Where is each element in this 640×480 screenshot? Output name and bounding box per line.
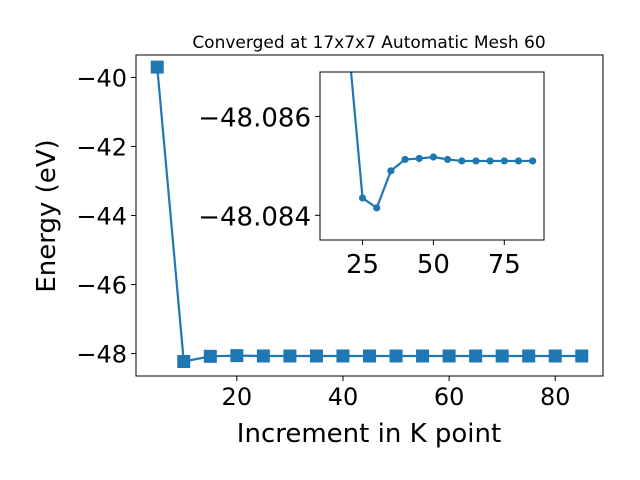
data-point-marker bbox=[575, 349, 589, 363]
y-axis-label: Energy (eV) bbox=[32, 139, 62, 292]
inset-x-tick-label: 25 bbox=[346, 250, 379, 280]
inset-data-point-marker bbox=[472, 157, 480, 165]
data-point-marker bbox=[336, 349, 350, 363]
inset-data-point-marker bbox=[358, 194, 367, 202]
inset-data-point-marker bbox=[429, 153, 438, 161]
chart-title: Converged at 17x7x7 Automatic Mesh 60 bbox=[192, 33, 545, 53]
inset-data-point-marker bbox=[415, 154, 423, 163]
inset-axis-ticks: 25 50 75 −48.086 −48.084 bbox=[198, 103, 521, 280]
inset-data-point-marker bbox=[401, 155, 409, 164]
x-tick-label: 80 bbox=[540, 383, 571, 411]
inset-data-point-marker bbox=[500, 157, 508, 165]
data-point-marker bbox=[283, 349, 297, 363]
y-tick-label: −48 bbox=[76, 341, 127, 369]
main-energy-series bbox=[150, 60, 589, 369]
inset-energy-series bbox=[349, 72, 537, 212]
y-tick-label: −40 bbox=[76, 64, 127, 92]
main-axis-ticks: 20 40 60 80 −40 −42 −44 −46 −48 bbox=[76, 64, 570, 411]
inset-plot-frame bbox=[319, 71, 545, 241]
data-point-marker bbox=[389, 349, 403, 363]
x-tick-label: 60 bbox=[434, 383, 465, 411]
inset-data-point-marker bbox=[373, 204, 381, 212]
data-point-marker bbox=[177, 355, 191, 369]
inset-data-point-marker bbox=[443, 155, 452, 164]
data-point-marker bbox=[469, 349, 483, 363]
inset-y-tick-label: −48.084 bbox=[198, 202, 311, 232]
data-point-marker bbox=[309, 349, 323, 363]
data-point-marker bbox=[256, 349, 270, 363]
data-point-marker bbox=[203, 349, 217, 363]
data-point-marker bbox=[363, 349, 376, 363]
data-point-marker bbox=[522, 349, 536, 363]
data-point-marker bbox=[416, 349, 430, 363]
y-tick-label: −46 bbox=[76, 272, 127, 300]
inset-data-point-marker bbox=[486, 157, 494, 165]
x-axis-label: Increment in K point bbox=[237, 419, 501, 449]
data-point-marker bbox=[548, 349, 562, 363]
x-tick-label: 40 bbox=[328, 383, 359, 411]
y-tick-label: −44 bbox=[76, 203, 127, 231]
inset-data-point-marker bbox=[387, 167, 395, 175]
x-tick-label: 20 bbox=[222, 383, 253, 411]
data-point-marker bbox=[150, 60, 164, 74]
inset-data-point-marker bbox=[458, 157, 466, 165]
inset-data-point-marker bbox=[514, 157, 523, 165]
inset-x-tick-label: 75 bbox=[488, 250, 521, 280]
data-point-marker bbox=[230, 349, 244, 363]
inset-y-tick-label: −48.086 bbox=[198, 103, 311, 133]
y-tick-label: −42 bbox=[76, 133, 127, 161]
data-point-marker bbox=[495, 349, 509, 363]
inset-x-tick-label: 50 bbox=[417, 250, 450, 280]
data-point-marker bbox=[442, 349, 456, 363]
inset-data-point-marker bbox=[529, 157, 537, 165]
